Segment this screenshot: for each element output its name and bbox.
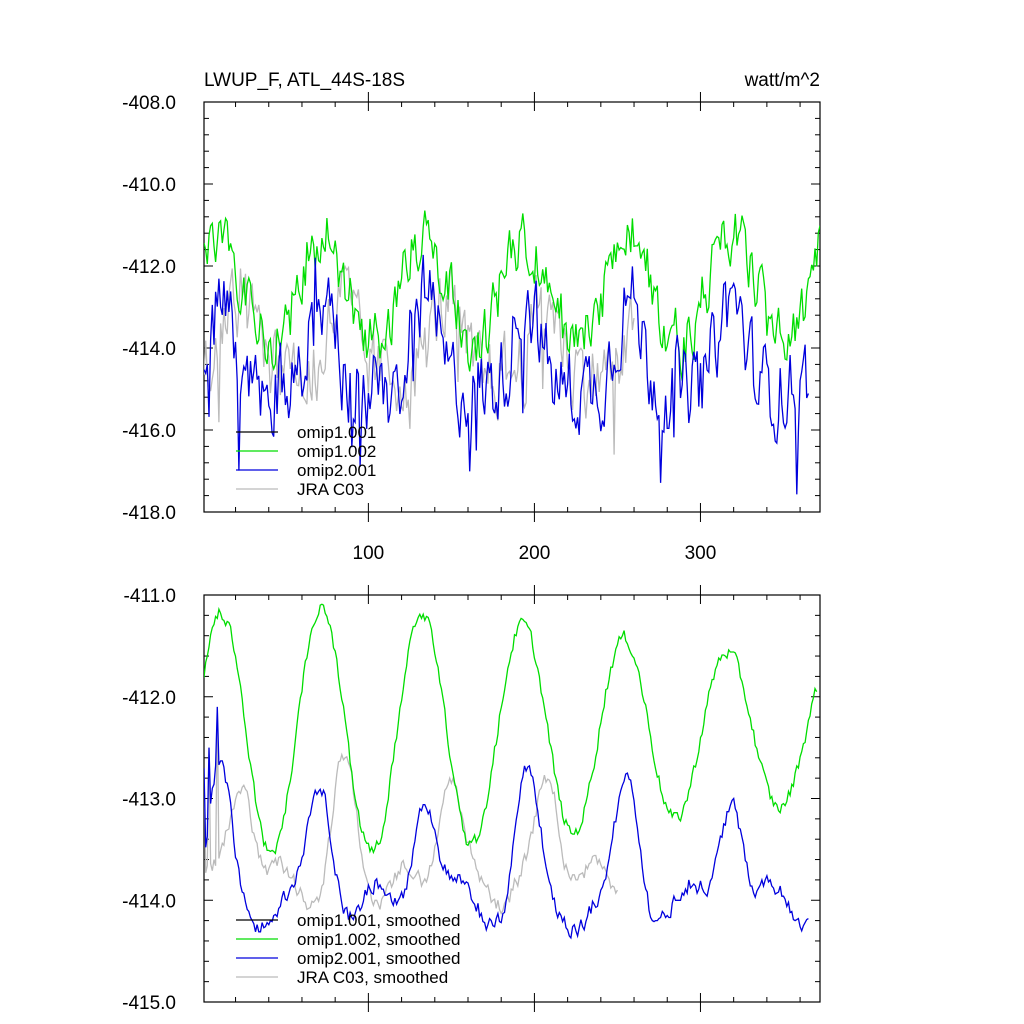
x-tick-label: 100 [353, 543, 385, 564]
y-tick-label: -410.0 [122, 175, 176, 196]
y-tick-label: -413.0 [122, 790, 176, 811]
legend-label: JRA C03, smoothed [297, 968, 448, 987]
series-line-omip1-002-smoothed [204, 603, 818, 855]
chart-title: LWUP_F, ATL_44S-18S [204, 70, 405, 91]
y-tick-label: -415.0 [122, 993, 176, 1014]
series-line-jra-c03-smoothed [204, 706, 618, 916]
y-tick-label: -412.0 [122, 688, 176, 709]
y-tick-label: -418.0 [122, 503, 176, 524]
legend-label: omip1.001 [297, 423, 376, 442]
y-tick-label: -414.0 [122, 891, 176, 912]
legend-label: JRA C03 [297, 480, 364, 499]
legend-label: omip1.002 [297, 442, 376, 461]
y-tick-label: -412.0 [122, 257, 176, 278]
series-line-omip1-002 [204, 210, 820, 381]
legend-label: omip1.001, smoothed [297, 911, 461, 930]
legend-label: omip2.001, smoothed [297, 949, 461, 968]
x-tick-label: 300 [685, 543, 717, 564]
y-tick-label: -411.0 [124, 586, 176, 607]
y-tick-label: -416.0 [122, 421, 176, 442]
bottom-panel: -411.0 -412.0 -413.0 -414.0 -415.0 omip1.001,… [122, 585, 821, 1014]
units-label: watt/m^2 [744, 70, 820, 91]
series-line-jra-c03 [204, 263, 635, 455]
legend-label: omip1.002, smoothed [297, 930, 461, 949]
series-line-omip2-001 [204, 254, 810, 495]
plot-frame [203, 101, 821, 513]
y-tick-label: -414.0 [122, 339, 176, 360]
x-tick-label: 200 [519, 543, 551, 564]
series-line-omip2-001-smoothed [204, 706, 809, 940]
legend-label: omip2.001 [297, 461, 376, 480]
top-panel: -408.0 -410.0 -412.0 -414.0 -416.0 -418.0 100 2… [122, 92, 821, 564]
y-tick-label: -408.0 [122, 93, 176, 114]
